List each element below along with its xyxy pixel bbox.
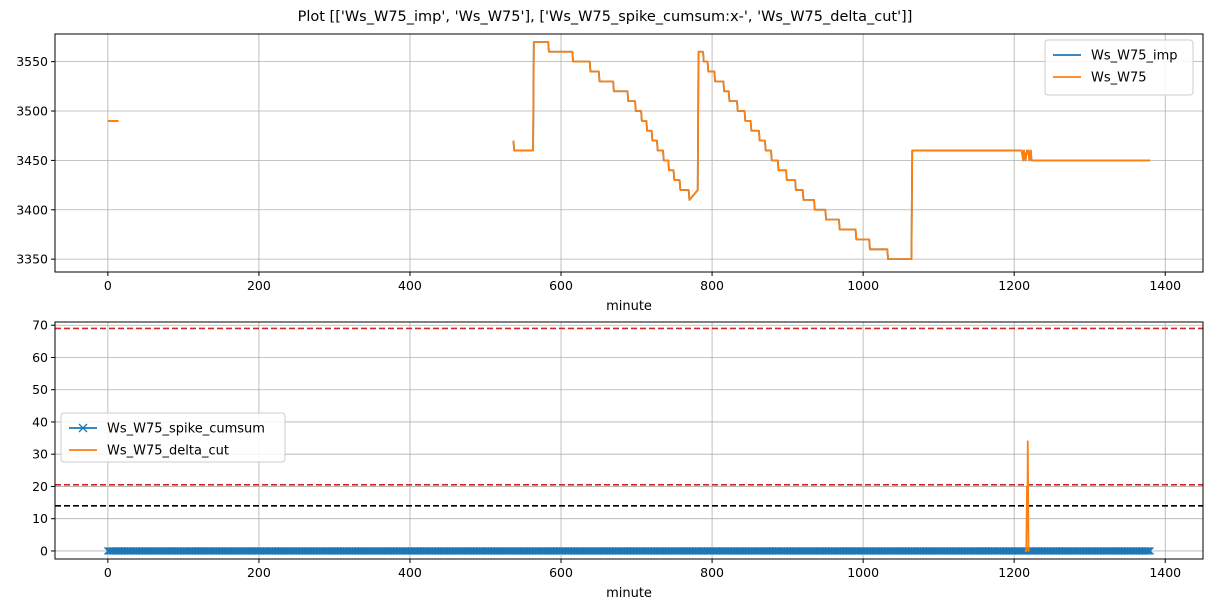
- x-axis-label: minute: [606, 586, 652, 601]
- legend-box: [1044, 39, 1194, 96]
- x-tick-label: 0: [104, 278, 112, 293]
- x-tick-label: 1200: [998, 278, 1030, 293]
- legend-box: [60, 412, 286, 463]
- x-tick-label: 1400: [1149, 565, 1181, 580]
- x-tick-label: 1000: [847, 565, 879, 580]
- x-tick-label: 0: [104, 565, 112, 580]
- x-tick-label: 800: [700, 278, 724, 293]
- y-tick-label: 50: [32, 382, 48, 397]
- figure-title: Plot [['Ws_W75_imp', 'Ws_W75'], ['Ws_W75…: [298, 9, 913, 25]
- legend-label: Ws_W75: [1091, 71, 1147, 86]
- y-tick-label: 3500: [16, 104, 48, 119]
- legend-label: Ws_W75_imp: [1091, 49, 1178, 64]
- x-tick-label: 1400: [1149, 278, 1181, 293]
- x-tick-label: 400: [398, 565, 422, 580]
- x-tick-label: 800: [700, 565, 724, 580]
- legend-marker: [78, 423, 88, 433]
- x-tick-label: 1000: [847, 278, 879, 293]
- y-tick-label: 0: [40, 543, 48, 558]
- x-tick-label: 600: [549, 278, 573, 293]
- axes-frame: [54, 33, 1204, 273]
- series-marker: [1143, 547, 1151, 555]
- y-tick-label: 3350: [16, 252, 48, 267]
- y-tick-label: 40: [32, 414, 48, 429]
- series-line-Ws_W75_delta_cut: [1024, 440, 1030, 552]
- y-tick-label: 70: [32, 318, 48, 333]
- y-tick-label: 3400: [16, 202, 48, 217]
- x-tick-label: 600: [549, 565, 573, 580]
- x-tick-label: 200: [247, 278, 271, 293]
- top-plot: 0 200 400 600 800 1000 1200 1400 3350 3400 3450 350…: [16, 33, 1204, 314]
- series-marker: [1144, 547, 1153, 555]
- y-tick-label: 30: [32, 447, 48, 462]
- bottom-plot: 0 200 400 600 800 1000 1200 1400 0 10 20 30 40 50 60 70…: [32, 318, 1204, 601]
- legend-label: Ws_W75_delta_cut: [107, 444, 229, 459]
- x-tick-label: 400: [398, 278, 422, 293]
- legend: Ws_W75_spike_cumsum Ws_W75_delta_cut: [60, 412, 286, 463]
- x-tick-label: 1200: [998, 565, 1030, 580]
- y-tick-label: 20: [32, 479, 48, 494]
- y-tick-label: 60: [32, 350, 48, 365]
- y-tick-label: 3450: [16, 153, 48, 168]
- legend-label: Ws_W75_spike_cumsum: [107, 422, 265, 437]
- x-axis-label: minute: [606, 299, 652, 314]
- axes-frame: [54, 321, 1204, 560]
- series-line-Ws_W75: [512, 41, 1151, 261]
- y-tick-label: 3550: [16, 54, 48, 69]
- y-tick-label: 10: [32, 511, 48, 526]
- legend: Ws_W75_imp Ws_W75: [1044, 39, 1194, 96]
- x-tick-label: 200: [247, 565, 271, 580]
- series-marker: [1146, 547, 1155, 555]
